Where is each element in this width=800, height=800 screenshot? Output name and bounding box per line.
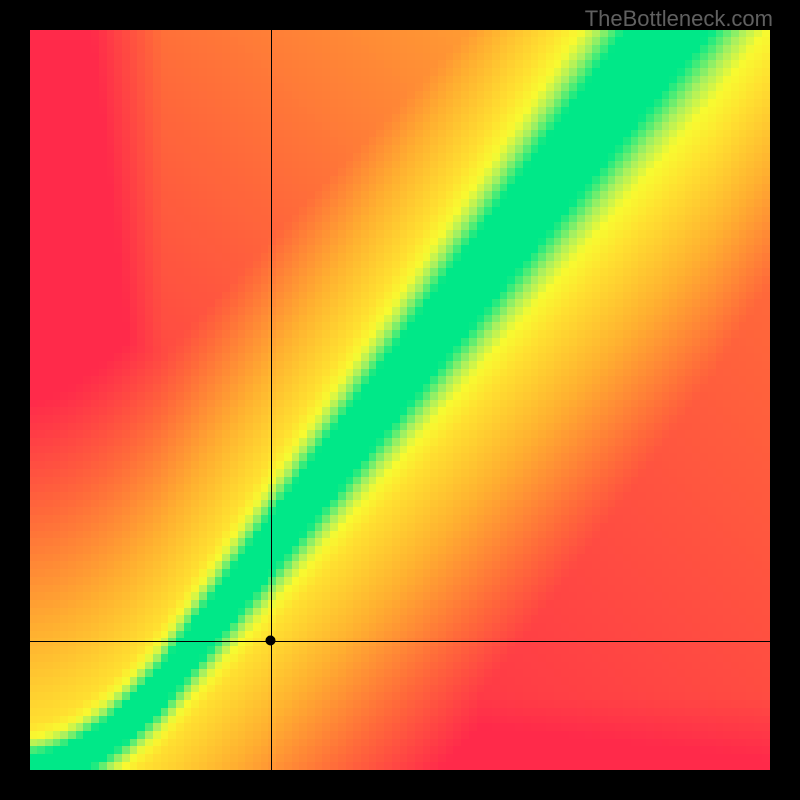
watermark-text: TheBottleneck.com bbox=[585, 6, 773, 32]
bottleneck-heatmap bbox=[30, 30, 770, 770]
chart-container: TheBottleneck.com bbox=[0, 0, 800, 800]
